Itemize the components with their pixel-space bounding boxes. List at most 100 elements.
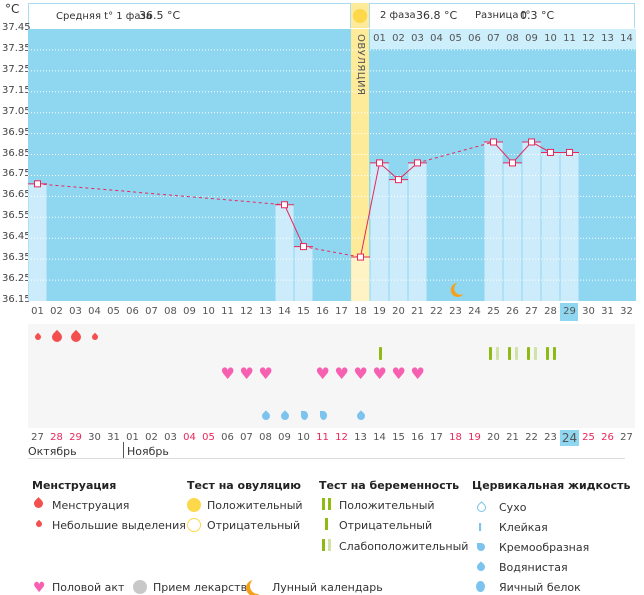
ovulation-band [351,29,369,301]
symbols-grid [28,324,635,428]
temp-point-day-19 [376,159,383,167]
heart-icon: ♥ [315,364,330,383]
legend-ovulation-positive: Положительный [207,499,303,512]
x-tick-label: 20 [392,306,405,317]
x-tick-label: 24 [468,306,481,317]
phase2-days-row [370,29,636,49]
calendar-date[interactable]: 30 [88,432,101,443]
sticky-icon: I [478,521,483,534]
phase2-day-label: 14 [620,33,633,44]
calendar-date[interactable]: 11 [316,432,329,443]
calendar-date[interactable]: 03 [164,432,177,443]
calendar-date[interactable]: 28 [50,432,63,443]
legend-intercourse: Половой акт [52,581,125,594]
temp-line-segment [37,183,285,206]
temp-line-segment [284,204,304,247]
calendar-date[interactable]: 12 [335,432,348,443]
calendar-date[interactable]: 27 [31,432,44,443]
phase2-day-label: 01 [373,33,386,44]
temp-point-day-20 [395,176,402,184]
temp-point-day-29 [566,148,573,156]
diff-value: 0.3 °C [520,9,555,22]
x-tick-label: 02 [50,306,63,317]
calendar-date[interactable]: 21 [506,432,519,443]
pregnancy-positive-icon [322,498,325,510]
calendar-date[interactable]: 22 [525,432,538,443]
calendar-date[interactable]: 27 [620,432,633,443]
y-tick-label: 36.95 [2,126,31,138]
y-tick-label: 36.65 [2,189,31,201]
calendar-date[interactable]: 14 [373,432,386,443]
legend-pregnancy-positive: Положительный [339,499,435,512]
phase2-value: 36.8 °C [416,9,458,22]
calendar-date[interactable]: 24 [560,430,579,446]
pregnancy-test-icon [488,347,492,360]
calendar-date[interactable]: 10 [297,432,310,443]
calendar-date[interactable]: 31 [107,432,120,443]
x-tick-label: 29 [563,306,576,317]
calendar-date[interactable]: 08 [259,432,272,443]
phase1-value: 36.5 °C [139,9,181,22]
calendar-date[interactable]: 09 [278,432,291,443]
temp-point-day-25 [490,138,497,146]
spotting-drop-icon [34,519,44,529]
x-tick-label: 04 [88,306,101,317]
temp-line-segment [417,141,494,164]
calendar-date[interactable]: 29 [69,432,82,443]
temp-bar-day-29 [560,152,579,301]
calendar-date[interactable]: 19 [468,432,481,443]
pregnancy-test-icon [507,347,511,360]
calendar-date[interactable]: 15 [392,432,405,443]
legend-cervical-title: Цервикальная жидкость [472,479,631,492]
phase2-day-label: 09 [525,33,538,44]
calendar-date[interactable]: 04 [183,432,196,443]
calendar-date[interactable]: 17 [430,432,443,443]
x-tick-label: 10 [202,306,215,317]
calendar-date[interactable]: 13 [354,432,367,443]
phase2-day-label: 13 [601,33,614,44]
menstruation-drop-icon [32,497,45,510]
temp-bar-day-15 [294,246,313,301]
legend-menstruation: Менструация [52,499,130,512]
heart-icon: ♥ [33,580,46,595]
calendar-date[interactable]: 18 [449,432,462,443]
x-tick-label: 22 [430,306,443,317]
y-tick-label: 37.25 [2,63,31,75]
temp-point-day-15 [300,243,307,251]
heart-icon: ♥ [391,364,406,383]
x-tick-label: 09 [183,306,196,317]
pregnancy-test-icon [378,347,382,360]
legend-egg-white: Яичный белок [499,581,581,594]
creamy-icon [477,543,485,551]
calendar-date[interactable]: 25 [582,432,595,443]
month-divider [123,442,124,458]
pregnancy-negative-icon [325,518,328,530]
temp-bar-day-28 [541,152,560,301]
pill-icon [133,580,147,594]
y-tick-label: 37.15 [2,84,31,96]
calendar-date[interactable]: 05 [202,432,215,443]
temp-bar-day-25 [484,141,503,301]
temp-line-segment [360,162,380,258]
phase2-day-label: 06 [468,33,481,44]
calendar-date[interactable]: 23 [544,432,557,443]
x-tick-label: 27 [525,306,538,317]
x-tick-label: 30 [582,306,595,317]
month-november: Ноябрь [127,445,169,458]
phase2-day-label: 11 [563,33,576,44]
x-tick-label: 16 [316,306,329,317]
calendar-date[interactable]: 16 [411,432,424,443]
calendar-date[interactable]: 06 [221,432,234,443]
phase2-day-label: 02 [392,33,405,44]
phase2-day-label: 08 [506,33,519,44]
calendar-date[interactable]: 26 [601,432,614,443]
temp-bar-day-27 [522,141,541,301]
calendar-date[interactable]: 01 [126,432,139,443]
calendar-date[interactable]: 07 [240,432,253,443]
heart-icon: ♥ [258,364,273,383]
calendar-date[interactable]: 20 [487,432,500,443]
ovulation-header [351,3,369,28]
calendar-date[interactable]: 02 [145,432,158,443]
phase2-day-label: 12 [582,33,595,44]
temp-bar-day-1 [28,183,47,301]
